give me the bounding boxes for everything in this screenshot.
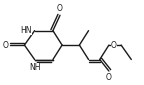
Text: O: O [57,4,63,13]
Text: NH: NH [29,63,40,72]
Text: O: O [2,41,8,50]
Text: O: O [106,73,112,82]
Text: HN: HN [20,26,32,35]
Text: O: O [111,41,117,50]
